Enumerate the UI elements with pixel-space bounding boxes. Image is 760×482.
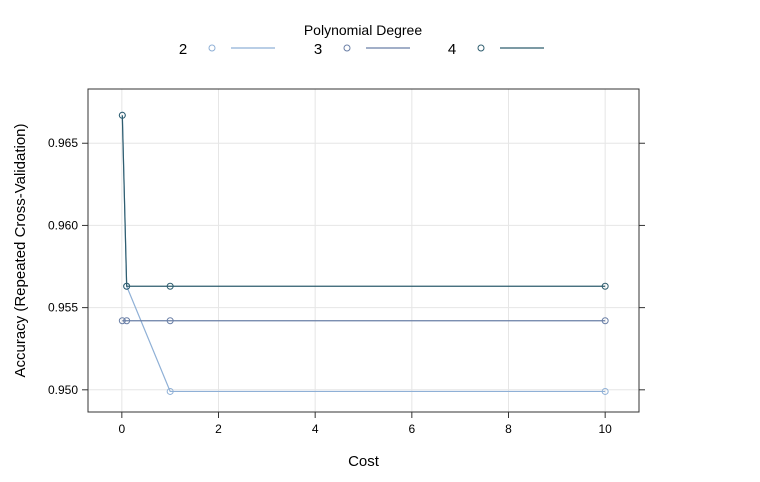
series-layer [118, 111, 609, 395]
data-point-degree-4 [123, 282, 131, 290]
x-tick-label: 8 [505, 422, 512, 436]
series-line-degree-2 [121, 115, 606, 393]
legend-marker-degree-3 [343, 44, 351, 52]
y-tick-label: 0.950 [48, 383, 78, 397]
x-tick-label: 4 [312, 422, 319, 436]
y-tick-label: 0.965 [48, 136, 78, 150]
y-axis-title: Accuracy (Repeated Cross-Validation) [12, 123, 29, 377]
y-tick-label: 0.955 [48, 301, 78, 315]
y-tick-label: 0.960 [48, 218, 78, 232]
legend: 2 3 4 [179, 41, 544, 58]
series-line-degree-4 [121, 115, 606, 287]
data-point-degree-2 [166, 387, 174, 395]
x-tick-label: 2 [215, 422, 222, 436]
data-point-degree-3 [166, 317, 174, 325]
x-tick-label: 10 [598, 422, 612, 436]
legend-label-degree-3: 3 [314, 41, 322, 58]
grid-lines [88, 89, 639, 412]
data-point-degree-3 [123, 317, 131, 325]
x-tick-label: 6 [408, 422, 415, 436]
data-point-degree-3 [601, 317, 609, 325]
x-axis-title: Cost [348, 453, 380, 470]
data-point-degree-2 [601, 387, 609, 395]
data-point-degree-3 [118, 317, 126, 325]
legend-marker-degree-2 [208, 44, 216, 52]
plot-frame [87, 88, 640, 413]
data-point-degree-4 [118, 111, 126, 119]
legend-label-degree-4: 4 [448, 41, 456, 58]
legend-label-degree-2: 2 [179, 41, 187, 58]
x-tick-label: 0 [118, 422, 125, 436]
data-point-degree-4 [166, 282, 174, 290]
axis-ticks: 0 2 4 6 8 10 0.950 0.955 0.960 0.965 [48, 136, 645, 436]
legend-marker-degree-4 [477, 44, 485, 52]
data-point-degree-4 [601, 282, 609, 290]
legend-title: Polynomial Degree [304, 22, 422, 38]
